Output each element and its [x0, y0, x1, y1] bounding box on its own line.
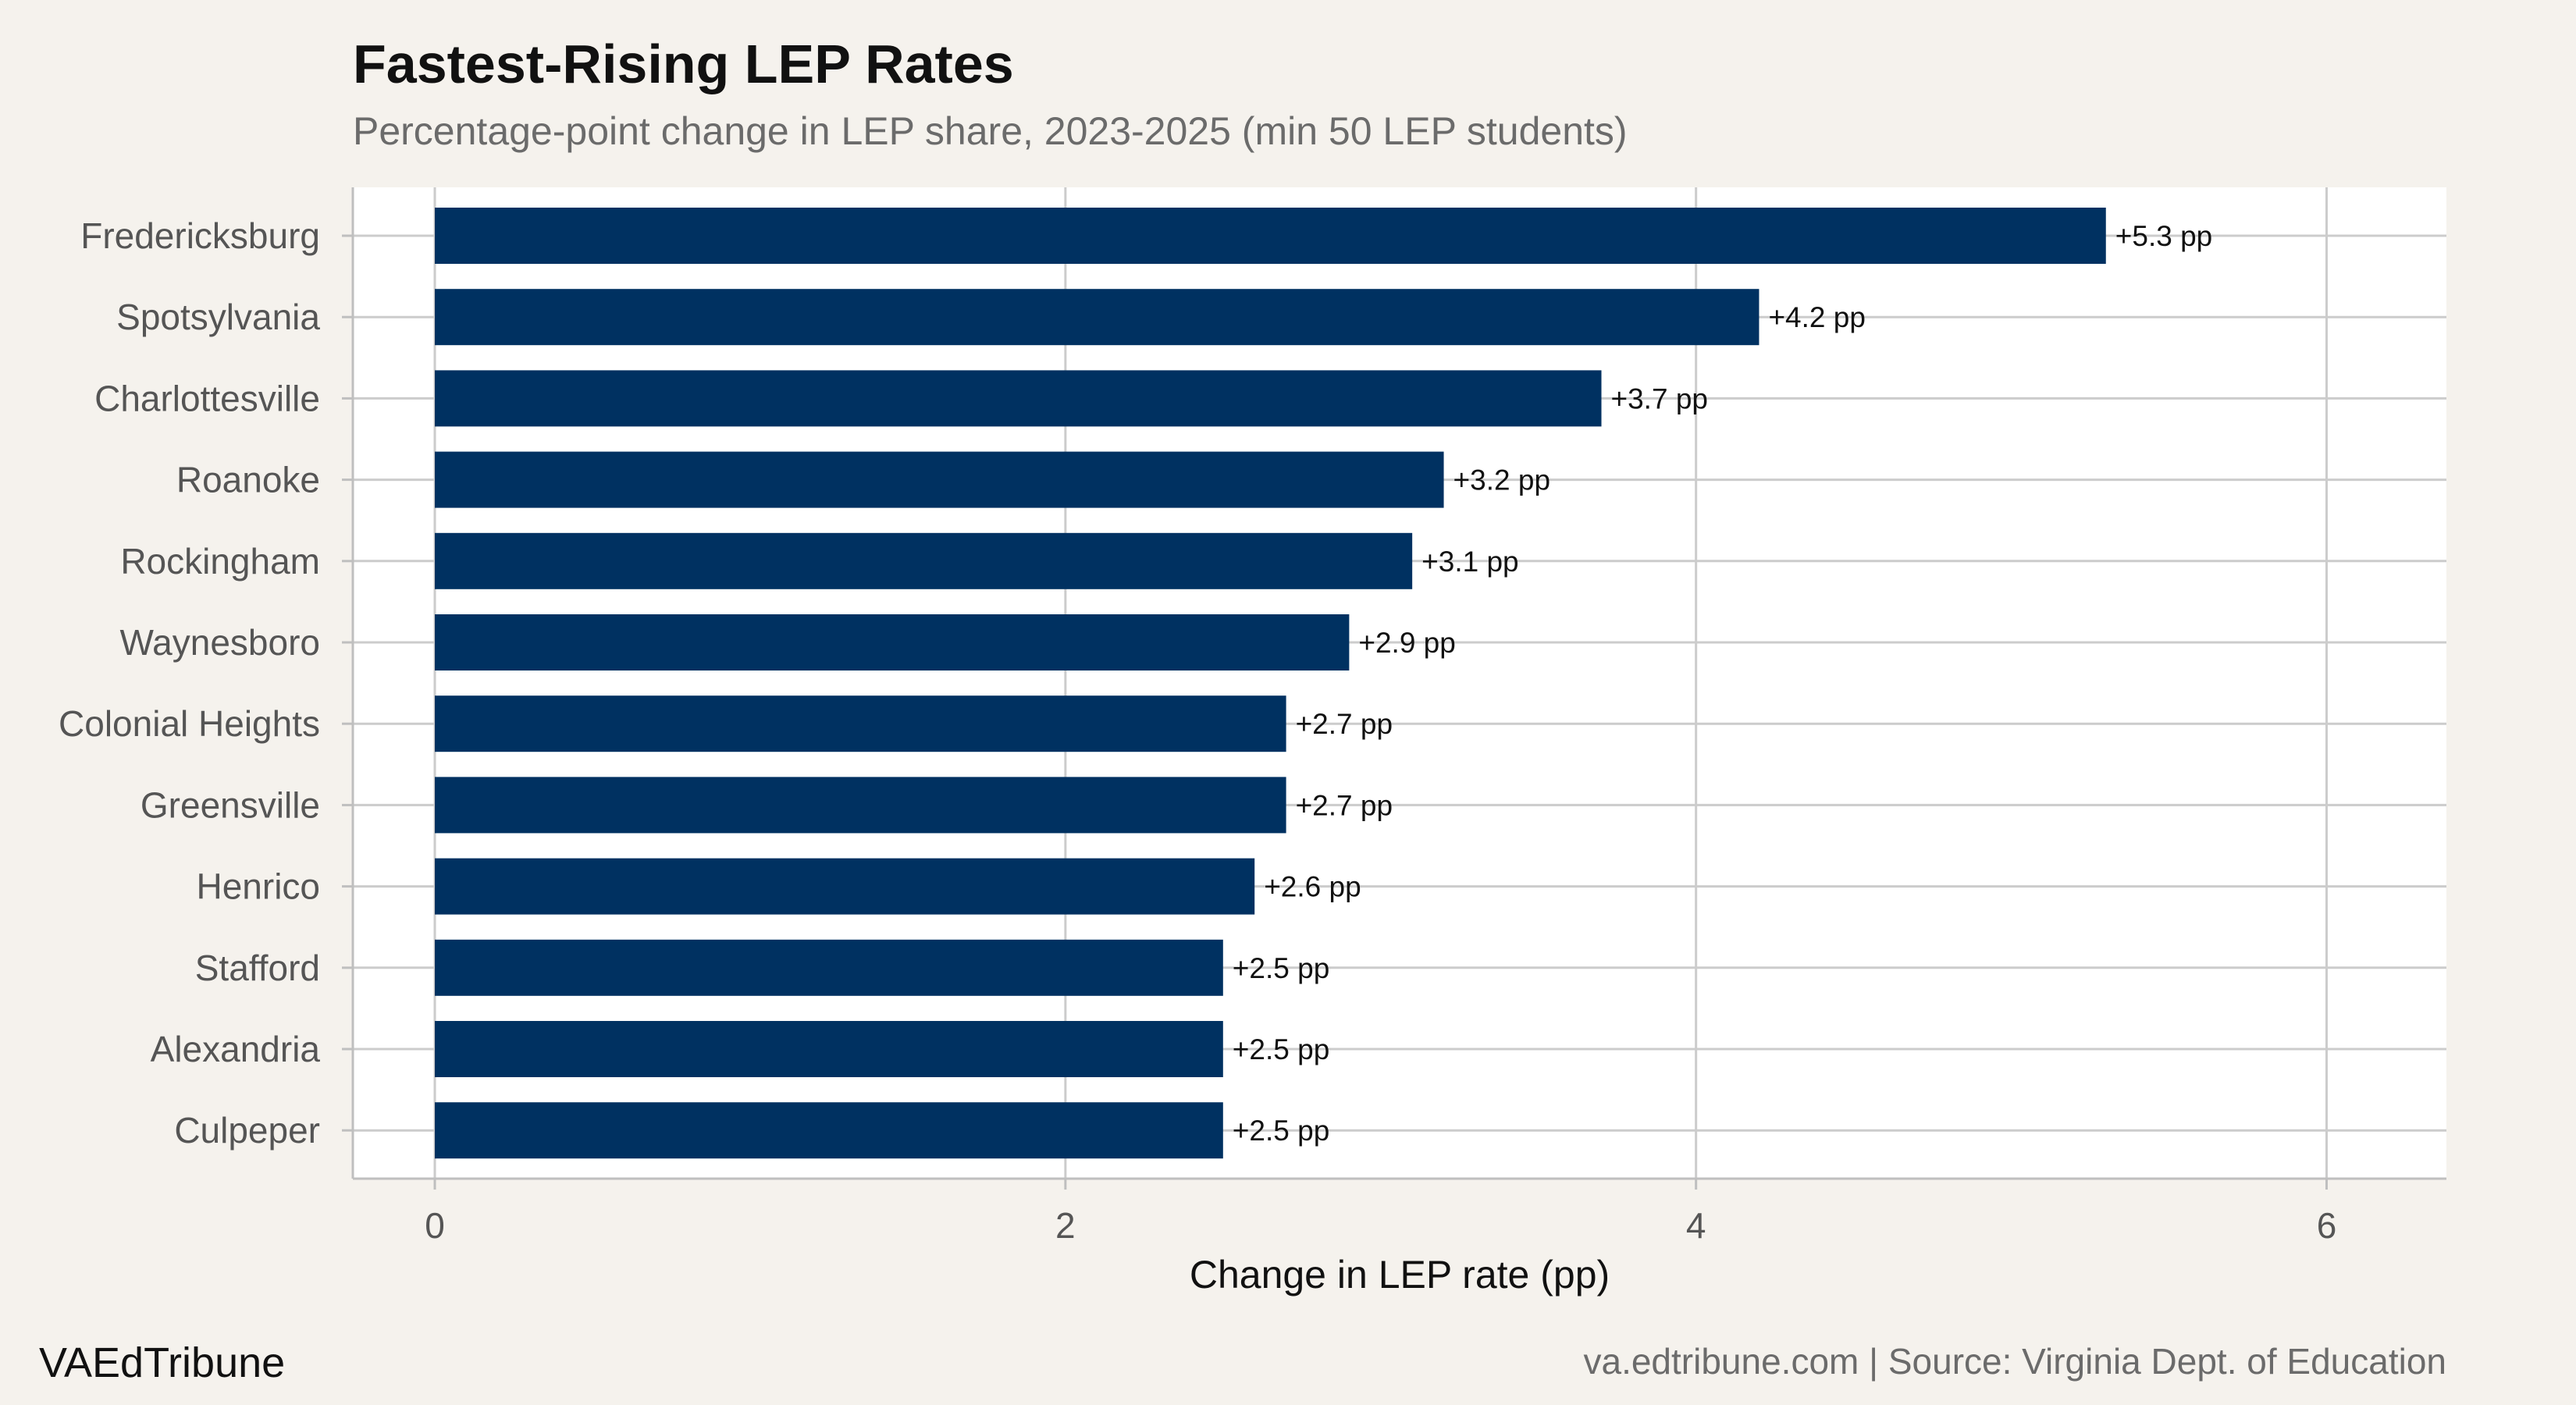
category-label: Rockingham	[120, 541, 320, 582]
bar-fredericksburg	[435, 208, 2106, 264]
bars	[435, 208, 2106, 1159]
bar-roanoke	[435, 451, 1444, 508]
chart-title: Fastest-Rising LEP Rates	[353, 34, 1014, 94]
x-tick-label: 0	[425, 1205, 445, 1246]
category-label: Fredericksburg	[80, 215, 320, 256]
category-label: Greensville	[141, 784, 320, 825]
bar-culpeper	[435, 1102, 1223, 1159]
category-label: Culpeper	[174, 1110, 320, 1151]
x-tick-label: 6	[2317, 1205, 2337, 1246]
x-tick-label: 2	[1055, 1205, 1076, 1246]
bar-stafford	[435, 939, 1223, 996]
data-label: +2.5 pp	[1233, 952, 1329, 984]
data-label: +3.1 pp	[1421, 546, 1518, 578]
bar-greensville	[435, 777, 1286, 834]
bar-spotsylvania	[435, 289, 1759, 346]
category-label: Roanoke	[176, 460, 320, 500]
chart-subtitle: Percentage-point change in LEP share, 20…	[353, 109, 1628, 153]
data-label: +2.7 pp	[1296, 789, 1393, 821]
value-labels: +5.3 pp +4.2 pp +3.7 pp +3.2 pp +3.1 pp +2.9 …	[1233, 220, 2212, 1147]
footer-brand: VAEdTribune	[39, 1339, 285, 1386]
category-label: Henrico	[196, 866, 320, 907]
data-label: +2.5 pp	[1233, 1115, 1329, 1147]
data-label: +4.2 pp	[1768, 301, 1865, 333]
data-label: +2.9 pp	[1358, 627, 1455, 659]
bar-colonial-heights	[435, 695, 1286, 752]
data-label: +5.3 pp	[2115, 220, 2212, 252]
bar-charlottesville	[435, 370, 1602, 427]
axis-ticks: 0 2 4 6	[342, 234, 2337, 1246]
data-label: +2.5 pp	[1233, 1033, 1329, 1065]
bar-rockingham	[435, 532, 1413, 589]
category-label: Waynesboro	[119, 622, 320, 663]
category-labels: Fredericksburg Spotsylvania Charlottesvill…	[59, 215, 320, 1151]
category-label: Charlottesville	[94, 378, 320, 418]
data-label: +2.6 pp	[1264, 871, 1361, 903]
footer-source: va.edtribune.com | Source: Virginia Dept…	[1583, 1341, 2446, 1382]
x-tick-label: 4	[1686, 1205, 1706, 1246]
category-label: Stafford	[195, 948, 320, 988]
plot-panel	[353, 187, 2446, 1179]
data-label: +3.7 pp	[1611, 382, 1708, 414]
x-axis-title: Change in LEP rate (pp)	[1190, 1253, 1610, 1297]
data-label: +2.7 pp	[1296, 708, 1393, 740]
data-label: +3.2 pp	[1453, 464, 1550, 496]
category-label: Colonial Heights	[59, 703, 320, 744]
bar-waynesboro	[435, 614, 1350, 670]
category-label: Spotsylvania	[116, 297, 320, 337]
bar-henrico	[435, 858, 1255, 915]
category-label: Alexandria	[151, 1029, 321, 1069]
bar-alexandria	[435, 1021, 1223, 1077]
